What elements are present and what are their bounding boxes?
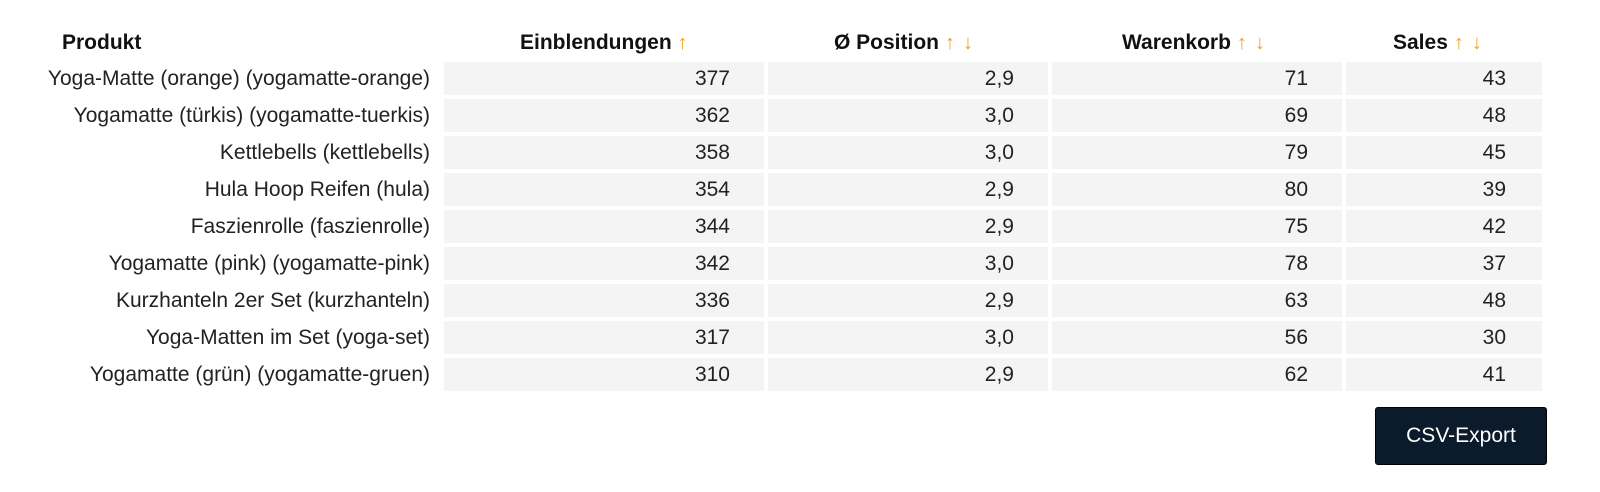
cell-position: 2,9 <box>768 358 1048 391</box>
product-report: Produkt Einblendungen ↑ Ø Position ↑ ↓ Ware… <box>0 24 1600 395</box>
header-sales-label: Sales <box>1393 31 1448 54</box>
cell-cart: 71 <box>1052 62 1342 95</box>
header-position-label: Ø Position <box>834 31 939 54</box>
cell-sales: 39 <box>1346 173 1542 206</box>
cell-cart: 62 <box>1052 358 1342 391</box>
sort-asc-icon[interactable]: ↑ <box>1453 32 1464 54</box>
cell-product: Yogamatte (grün) (yogamatte-gruen) <box>4 358 440 391</box>
sort-asc-icon[interactable]: ↑ <box>677 32 688 54</box>
cell-product: Kurzhanteln 2er Set (kurzhanteln) <box>4 284 440 317</box>
cell-sales: 30 <box>1346 321 1542 354</box>
table-header-row: Produkt Einblendungen ↑ Ø Position ↑ ↓ Ware… <box>4 28 1542 58</box>
sort-desc-icon[interactable]: ↓ <box>1254 32 1265 54</box>
cell-position: 3,0 <box>768 99 1048 132</box>
cell-position: 2,9 <box>768 210 1048 243</box>
cell-impressions: 317 <box>444 321 764 354</box>
cell-cart: 80 <box>1052 173 1342 206</box>
header-cart: Warenkorb ↑ ↓ <box>1052 28 1342 58</box>
sort-asc-icon[interactable]: ↑ <box>945 32 955 54</box>
cell-product: Faszienrolle (faszienrolle) <box>4 210 440 243</box>
cell-position: 2,9 <box>768 62 1048 95</box>
csv-export-button[interactable]: CSV-Export <box>1375 407 1547 465</box>
cell-cart: 75 <box>1052 210 1342 243</box>
cell-sales: 41 <box>1346 358 1542 391</box>
cell-cart: 56 <box>1052 321 1342 354</box>
table-row: Yogamatte (grün) (yogamatte-gruen) 310 2… <box>4 358 1542 391</box>
header-sales: Sales ↑ ↓ <box>1346 28 1542 58</box>
product-table: Produkt Einblendungen ↑ Ø Position ↑ ↓ Ware… <box>0 24 1546 395</box>
header-position: Ø Position ↑ ↓ <box>768 28 1048 58</box>
cell-impressions: 358 <box>444 136 764 169</box>
cell-sales: 37 <box>1346 247 1542 280</box>
cell-cart: 63 <box>1052 284 1342 317</box>
cell-impressions: 342 <box>444 247 764 280</box>
header-cart-label: Warenkorb <box>1122 31 1231 54</box>
cell-product: Yogamatte (türkis) (yogamatte-tuerkis) <box>4 99 440 132</box>
table-row: Hula Hoop Reifen (hula) 354 2,9 80 39 <box>4 173 1542 206</box>
cell-product: Hula Hoop Reifen (hula) <box>4 173 440 206</box>
cell-sales: 42 <box>1346 210 1542 243</box>
header-impressions: Einblendungen ↑ <box>444 28 764 58</box>
cell-product: Kettlebells (kettlebells) <box>4 136 440 169</box>
cell-impressions: 377 <box>444 62 764 95</box>
cell-sales: 48 <box>1346 99 1542 132</box>
header-product-label: Produkt <box>62 31 142 54</box>
cell-product: Yogamatte (pink) (yogamatte-pink) <box>4 247 440 280</box>
cell-impressions: 344 <box>444 210 764 243</box>
cell-impressions: 362 <box>444 99 764 132</box>
cell-product: Yoga-Matte (orange) (yogamatte-orange) <box>4 62 440 95</box>
table-row: Yoga-Matten im Set (yoga-set) 317 3,0 56… <box>4 321 1542 354</box>
cell-sales: 48 <box>1346 284 1542 317</box>
header-product: Produkt <box>4 28 440 58</box>
cell-cart: 78 <box>1052 247 1342 280</box>
cell-position: 2,9 <box>768 173 1048 206</box>
table-row: Kettlebells (kettlebells) 358 3,0 79 45 <box>4 136 1542 169</box>
table-row: Kurzhanteln 2er Set (kurzhanteln) 336 2,… <box>4 284 1542 317</box>
cell-impressions: 354 <box>444 173 764 206</box>
cell-cart: 69 <box>1052 99 1342 132</box>
cell-cart: 79 <box>1052 136 1342 169</box>
table-row: Yogamatte (pink) (yogamatte-pink) 342 3,… <box>4 247 1542 280</box>
cell-position: 2,9 <box>768 284 1048 317</box>
cell-impressions: 336 <box>444 284 764 317</box>
sort-asc-icon[interactable]: ↑ <box>1236 32 1247 54</box>
cell-sales: 43 <box>1346 62 1542 95</box>
cell-product: Yoga-Matten im Set (yoga-set) <box>4 321 440 354</box>
table-row: Yoga-Matte (orange) (yogamatte-orange) 3… <box>4 62 1542 95</box>
sort-desc-icon[interactable]: ↓ <box>963 32 973 54</box>
table-row: Yogamatte (türkis) (yogamatte-tuerkis) 3… <box>4 99 1542 132</box>
cell-position: 3,0 <box>768 321 1048 354</box>
cell-sales: 45 <box>1346 136 1542 169</box>
cell-position: 3,0 <box>768 136 1048 169</box>
cell-impressions: 310 <box>444 358 764 391</box>
sort-desc-icon[interactable]: ↓ <box>1471 32 1482 54</box>
table-row: Faszienrolle (faszienrolle) 344 2,9 75 4… <box>4 210 1542 243</box>
cell-position: 3,0 <box>768 247 1048 280</box>
header-impressions-label: Einblendungen <box>520 31 672 54</box>
